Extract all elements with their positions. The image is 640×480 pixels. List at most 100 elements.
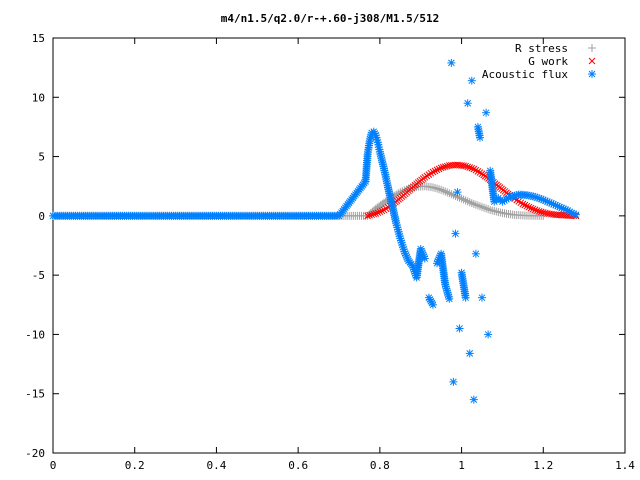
r-stress-point <box>435 185 444 194</box>
g-work-point <box>539 209 547 216</box>
x-tick-label: 0.6 <box>288 459 308 472</box>
r-stress-point <box>465 198 474 207</box>
y-tick-label: -10 <box>25 328 45 341</box>
y-tick-label: 5 <box>38 151 45 164</box>
x-tick-label: 0 <box>50 459 57 472</box>
g-work-point <box>378 207 386 215</box>
r-stress-point <box>467 199 476 208</box>
g-work-point <box>529 205 537 213</box>
g-work-point <box>368 211 376 219</box>
r-stress-point <box>484 205 493 214</box>
x-tick-label: 1.2 <box>533 459 553 472</box>
r-stress-point <box>457 194 466 203</box>
legend-label: R stress <box>515 42 568 55</box>
r-stress-point <box>441 187 450 196</box>
r-stress-point <box>439 186 448 195</box>
acoustic-flux-point <box>428 300 437 309</box>
g-work-point <box>476 169 484 176</box>
x-tick-label: 1 <box>458 459 465 472</box>
acoustic-flux-point <box>420 254 429 263</box>
g-work-point <box>435 165 443 173</box>
acoustic-flux-point <box>465 349 474 358</box>
r-stress-point <box>433 184 442 193</box>
g-work-point <box>468 164 476 172</box>
g-work-point <box>433 166 441 174</box>
g-work-point <box>372 210 380 217</box>
r-stress-point <box>480 203 489 212</box>
y-tick-label: -20 <box>25 447 45 460</box>
r-stress-point <box>488 206 497 215</box>
data-marks <box>49 58 580 404</box>
acoustic-flux-point <box>484 330 493 339</box>
acoustic-flux-point <box>469 395 478 404</box>
g-work-point <box>370 210 378 218</box>
g-work-point <box>462 162 470 170</box>
r-stress-point <box>486 205 495 214</box>
r-stress-point <box>451 191 460 200</box>
g-work-point <box>374 209 382 216</box>
y-tick-label: 0 <box>38 210 45 223</box>
g-work-point <box>523 202 531 210</box>
g-work-point <box>364 212 371 220</box>
y-tick-label: 10 <box>32 91 45 104</box>
acoustic-flux-point <box>449 377 458 386</box>
r-stress-point <box>447 190 456 199</box>
r-stress-point <box>431 183 440 192</box>
g-work-point <box>429 168 437 176</box>
r-stress-point <box>463 197 472 206</box>
plot-frame <box>52 37 626 454</box>
g-work-point <box>464 163 472 171</box>
g-work-point <box>525 203 533 211</box>
r-stress-point <box>437 185 446 194</box>
g-work-point <box>460 162 467 170</box>
acoustic-flux-point <box>453 188 462 197</box>
g-work-point <box>537 208 545 216</box>
g-work-point <box>541 209 549 217</box>
r-stress-point <box>471 200 480 209</box>
y-tick-label: 15 <box>32 32 45 45</box>
acoustic-flux-point <box>451 229 460 238</box>
acoustic-flux-point <box>455 324 464 333</box>
g-work-point <box>527 204 535 212</box>
acoustic-flux-point <box>475 133 484 142</box>
r-stress-point <box>428 183 437 192</box>
legend-label: Acoustic flux <box>482 68 568 81</box>
g-work-point <box>519 200 527 208</box>
r-stress-point <box>459 195 468 204</box>
legend-marker <box>588 57 596 65</box>
g-work-point <box>437 164 445 172</box>
r-stress-point <box>443 188 452 197</box>
r-stress-point <box>490 206 499 215</box>
y-tick-label: -5 <box>32 269 45 282</box>
x-tick-label: 0.4 <box>206 459 226 472</box>
x-tick-label: 0.2 <box>125 459 145 472</box>
g-work-point <box>376 208 384 216</box>
x-tick-label: 0.8 <box>370 459 390 472</box>
r-stress-point <box>539 211 548 220</box>
r-stress-point <box>449 191 458 200</box>
g-work-point <box>474 168 482 175</box>
r-stress-point <box>475 202 484 211</box>
g-work-point <box>533 207 541 214</box>
legend-marker <box>588 70 596 78</box>
r-stress-point <box>461 196 470 205</box>
g-work-point <box>472 166 480 174</box>
acoustic-flux-point <box>461 293 470 302</box>
acoustic-flux-point <box>445 294 454 303</box>
r-stress-point <box>445 189 454 198</box>
g-work-point <box>441 163 449 171</box>
r-stress-point <box>478 202 486 211</box>
legend-label: G work <box>528 55 568 68</box>
r-stress-point <box>473 201 482 210</box>
legend-marker <box>588 44 596 52</box>
chart-title: m4/n1.5/q2.0/r-+.60-j308/M1.5/512 <box>221 12 440 25</box>
g-work-point <box>366 211 373 219</box>
g-work-point <box>521 201 529 209</box>
y-tick-label: -15 <box>25 388 45 401</box>
acoustic-flux-point <box>471 249 480 258</box>
acoustic-flux-point <box>463 99 472 108</box>
g-work-point <box>439 163 447 171</box>
r-stress-point <box>492 207 501 216</box>
